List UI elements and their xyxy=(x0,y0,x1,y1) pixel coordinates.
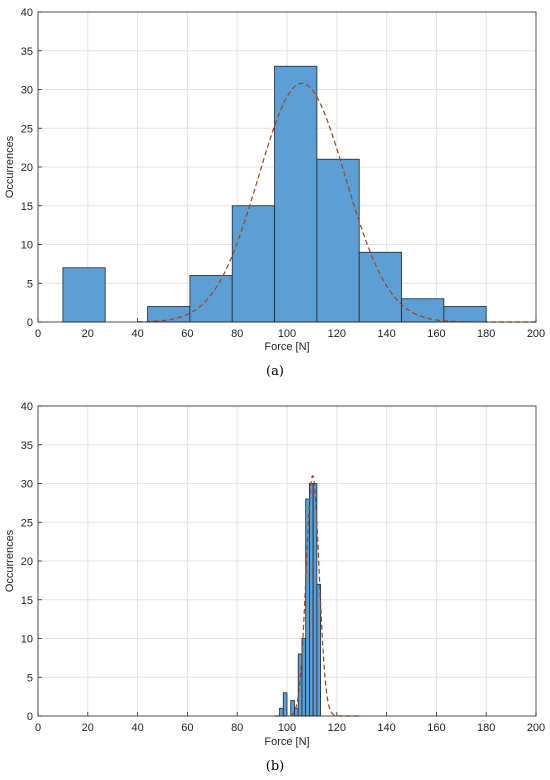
histogram-panel-b: 0 20 40 60 80 100 120 140 160 180 200 0 5 10 15 20 25 30… xyxy=(4,401,545,774)
x-tick-label: 20 xyxy=(82,722,94,734)
x-tick-label: 100 xyxy=(278,722,296,734)
x-axis-label: Force [N] xyxy=(264,341,309,353)
y-axis-label: Occurrences xyxy=(4,529,16,592)
axes-frame xyxy=(37,11,537,323)
y-tick-label: 40 xyxy=(21,401,33,413)
x-tick-label: 20 xyxy=(82,328,94,340)
y-tick-label: 20 xyxy=(21,162,33,174)
x-tick-label: 140 xyxy=(377,722,395,734)
x-tick-labels: 0 20 40 60 80 100 120 140 160 180 200 xyxy=(35,328,545,340)
histogram-bar xyxy=(309,483,314,717)
axes-frame xyxy=(37,405,537,717)
y-axis-label: Occurrences xyxy=(4,135,16,198)
histogram-bar xyxy=(231,205,275,323)
x-tick-label: 140 xyxy=(377,328,395,340)
y-tick-label: 15 xyxy=(21,201,33,213)
y-tick-label: 35 xyxy=(21,440,33,452)
histogram-bar xyxy=(316,158,360,323)
x-tick-label: 160 xyxy=(427,328,445,340)
histogram-bar xyxy=(279,707,284,717)
y-tick-label: 10 xyxy=(21,240,33,252)
x-tick-label: 100 xyxy=(278,328,296,340)
histogram-bar xyxy=(401,298,445,323)
histogram-bar xyxy=(358,251,402,323)
y-tick-label: 5 xyxy=(27,672,33,684)
histogram-panel-a: 0 20 40 60 80 100 120 140 160 180 200 0 5 10 15 20 25 30… xyxy=(4,7,545,379)
x-tick-label: 0 xyxy=(35,328,41,340)
x-tick-label: 60 xyxy=(181,328,193,340)
y-tick-label: 25 xyxy=(21,123,33,135)
panel-caption: (b) xyxy=(266,759,284,774)
x-tick-label: 80 xyxy=(231,328,243,340)
x-tick-label: 180 xyxy=(477,328,495,340)
y-tick-label: 25 xyxy=(21,517,33,529)
histogram-bar xyxy=(312,483,318,717)
histogram-bar xyxy=(147,306,191,323)
y-tick-label: 0 xyxy=(27,317,33,329)
x-tick-label: 40 xyxy=(131,328,143,340)
y-tick-label: 35 xyxy=(21,46,33,58)
x-tick-label: 0 xyxy=(35,722,41,734)
y-tick-label: 5 xyxy=(27,278,33,290)
y-tick-label: 20 xyxy=(21,556,33,568)
x-tick-label: 120 xyxy=(328,328,346,340)
histogram-bar xyxy=(282,692,288,717)
x-tick-label: 200 xyxy=(527,722,545,734)
x-tick-label: 120 xyxy=(328,722,346,734)
x-tick-labels: 0 20 40 60 80 100 120 140 160 180 200 xyxy=(35,722,545,734)
x-tick-label: 80 xyxy=(231,722,243,734)
x-tick-label: 60 xyxy=(181,722,193,734)
panel-caption: (a) xyxy=(266,364,284,379)
y-tick-labels: 0 5 10 15 20 25 30 35 40 xyxy=(21,7,33,329)
y-tick-label: 30 xyxy=(21,479,33,491)
y-tick-labels: 0 5 10 15 20 25 30 35 40 xyxy=(21,401,33,723)
y-tick-label: 30 xyxy=(21,85,33,97)
histogram-bar xyxy=(62,267,106,323)
histogram-bar xyxy=(274,65,318,323)
y-tick-label: 0 xyxy=(27,711,33,723)
x-axis-label: Force [N] xyxy=(264,736,309,748)
y-tick-label: 15 xyxy=(21,595,33,607)
histogram-bar xyxy=(189,275,233,323)
x-tick-label: 160 xyxy=(427,722,445,734)
y-tick-label: 10 xyxy=(21,634,33,646)
histogram-bar xyxy=(294,707,299,717)
x-tick-label: 200 xyxy=(527,328,545,340)
x-tick-label: 40 xyxy=(131,722,143,734)
y-tick-label: 40 xyxy=(21,7,33,19)
x-tick-label: 180 xyxy=(477,722,495,734)
histogram-bar xyxy=(443,306,487,323)
